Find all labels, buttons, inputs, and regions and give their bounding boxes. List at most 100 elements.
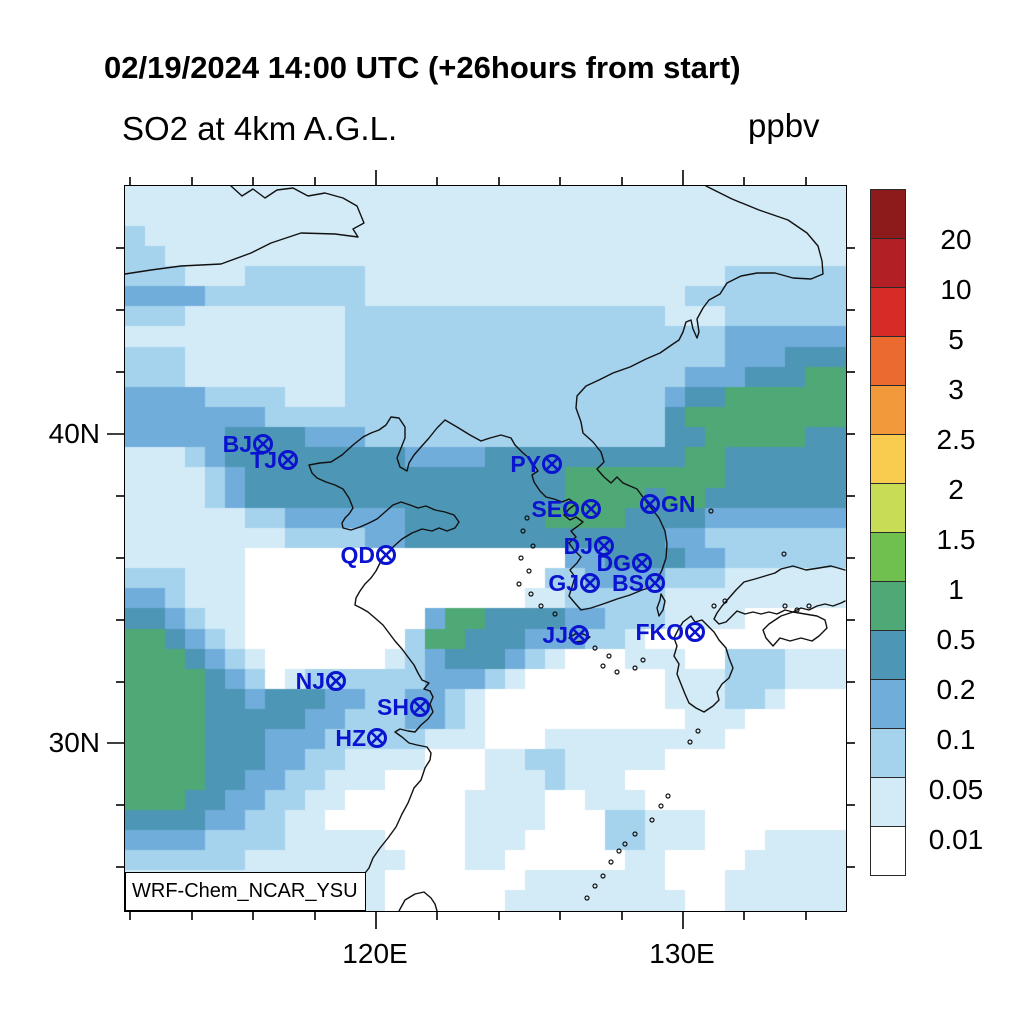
station-marker-icon bbox=[569, 625, 589, 645]
kyushu-coastline bbox=[673, 615, 734, 713]
colorbar-label-1.5: 1.5 bbox=[936, 524, 976, 555]
colorbar-block-5 bbox=[870, 434, 906, 484]
station-label: PY bbox=[510, 451, 541, 477]
taiwan-coastline bbox=[398, 891, 438, 912]
island-dot bbox=[606, 653, 612, 659]
colorbar-label-20: 20 bbox=[940, 224, 972, 255]
station-label: BS bbox=[612, 570, 644, 596]
colorbar-label-0.01: 0.01 bbox=[928, 824, 984, 855]
coastlines-and-ticks bbox=[107, 170, 855, 929]
colorbar-label-1: 1 bbox=[948, 574, 964, 605]
island-dot bbox=[592, 883, 598, 889]
station-marker-icon bbox=[376, 545, 396, 565]
island-dot bbox=[711, 603, 717, 609]
colorbar bbox=[870, 189, 906, 876]
station-marker-icon bbox=[685, 622, 705, 642]
colorbar-label-2: 2 bbox=[948, 474, 964, 505]
island-dot bbox=[538, 603, 544, 609]
concentration-raster bbox=[125, 186, 846, 911]
island-dot bbox=[632, 831, 638, 837]
colorbar-label-0.5: 0.5 bbox=[936, 624, 976, 655]
mainland-coastline bbox=[308, 185, 824, 912]
island-dot bbox=[524, 515, 530, 521]
station-marker-icon bbox=[580, 573, 600, 593]
island-dot bbox=[526, 568, 532, 574]
island-dot bbox=[616, 848, 622, 854]
station-marker-icon bbox=[581, 499, 601, 519]
station-label: DG bbox=[596, 550, 632, 576]
island-dot bbox=[518, 555, 524, 561]
station-marker-icon bbox=[367, 728, 387, 748]
station-marker-icon bbox=[645, 573, 665, 593]
island-dot bbox=[600, 663, 606, 669]
colorbar-block-6 bbox=[870, 483, 906, 533]
island-dot bbox=[658, 803, 664, 809]
colorbar-block-10 bbox=[870, 679, 906, 729]
island-dot bbox=[552, 611, 558, 617]
tsushima-coastline bbox=[656, 593, 666, 617]
island-dot bbox=[640, 657, 646, 663]
colorbar-label-0.2: 0.2 bbox=[936, 674, 976, 705]
island-dot bbox=[665, 793, 671, 799]
colorbar-block-4 bbox=[870, 385, 906, 435]
island-dot bbox=[608, 859, 614, 865]
island-dot bbox=[530, 543, 536, 549]
colorbar-label-2.5: 2.5 bbox=[936, 424, 976, 455]
station-label: BJ bbox=[222, 431, 252, 457]
lon-label-130E: 130E bbox=[649, 938, 715, 969]
island-dot bbox=[782, 603, 788, 609]
station-label: DJ bbox=[563, 533, 593, 559]
station-label: JJ bbox=[542, 622, 568, 648]
lon-label-120E: 120E bbox=[342, 938, 408, 969]
lat-label-30N: 30N bbox=[48, 727, 100, 758]
station-label: GJ bbox=[548, 570, 579, 596]
colorbar-block-11 bbox=[870, 728, 906, 778]
honshu-coastline bbox=[713, 565, 846, 625]
station-marker-icon bbox=[253, 434, 273, 454]
station-label: TJ bbox=[250, 447, 277, 473]
station-label: FKO bbox=[635, 619, 684, 645]
map-panel: BJ TJ PY SEO GN QD DJ DG GJ BS JJ FKO NJ SH HZ WRF-Che… bbox=[107, 170, 855, 929]
island-dot bbox=[722, 598, 728, 604]
colorbar-block-2 bbox=[870, 287, 906, 337]
station-marker-icon bbox=[278, 450, 298, 470]
station-marker-icon bbox=[326, 671, 346, 691]
station-marker-icon bbox=[594, 536, 614, 556]
colorbar-block-8 bbox=[870, 581, 906, 631]
plot-title: 02/19/2024 14:00 UTC (+26hours from star… bbox=[104, 50, 741, 85]
colorbar-block-12 bbox=[870, 777, 906, 827]
station-label: NJ bbox=[295, 668, 325, 694]
island-dot bbox=[600, 873, 606, 879]
colorbar-label-0.1: 0.1 bbox=[936, 724, 976, 755]
island-dot bbox=[708, 508, 714, 514]
colorbar-label-0.05: 0.05 bbox=[928, 774, 984, 805]
colorbar-block-7 bbox=[870, 532, 906, 582]
model-watermark: WRF-Chem_NCAR_YSU bbox=[125, 872, 366, 911]
shikoku-coastline bbox=[762, 611, 828, 647]
island-dot bbox=[649, 817, 655, 823]
station-marker-icon bbox=[410, 697, 430, 717]
lat-label-40N: 40N bbox=[48, 418, 100, 449]
island-dot bbox=[614, 669, 620, 675]
station-label: GN bbox=[661, 491, 696, 517]
colorbar-block-3 bbox=[870, 336, 906, 386]
units-label: ppbv bbox=[748, 107, 820, 144]
island-dot bbox=[622, 841, 628, 847]
station-label: HZ bbox=[335, 725, 366, 751]
island-dot bbox=[592, 645, 598, 651]
colorbar-label-10: 10 bbox=[940, 274, 972, 305]
island-dot bbox=[516, 581, 522, 587]
colorbar-block-0 bbox=[870, 189, 906, 239]
island-dot bbox=[695, 728, 701, 734]
station-marker-icon bbox=[632, 553, 652, 573]
station-label: QD bbox=[340, 542, 376, 568]
russia_nw-coastline bbox=[124, 185, 365, 275]
colorbar-block-1 bbox=[870, 238, 906, 288]
island-dot bbox=[632, 665, 638, 671]
variable-label: SO2 at 4km A.G.L. bbox=[122, 110, 398, 147]
island-dot bbox=[806, 603, 812, 609]
island-dot bbox=[687, 739, 693, 745]
colorbar-block-9 bbox=[870, 630, 906, 680]
station-label: SH bbox=[377, 694, 409, 720]
